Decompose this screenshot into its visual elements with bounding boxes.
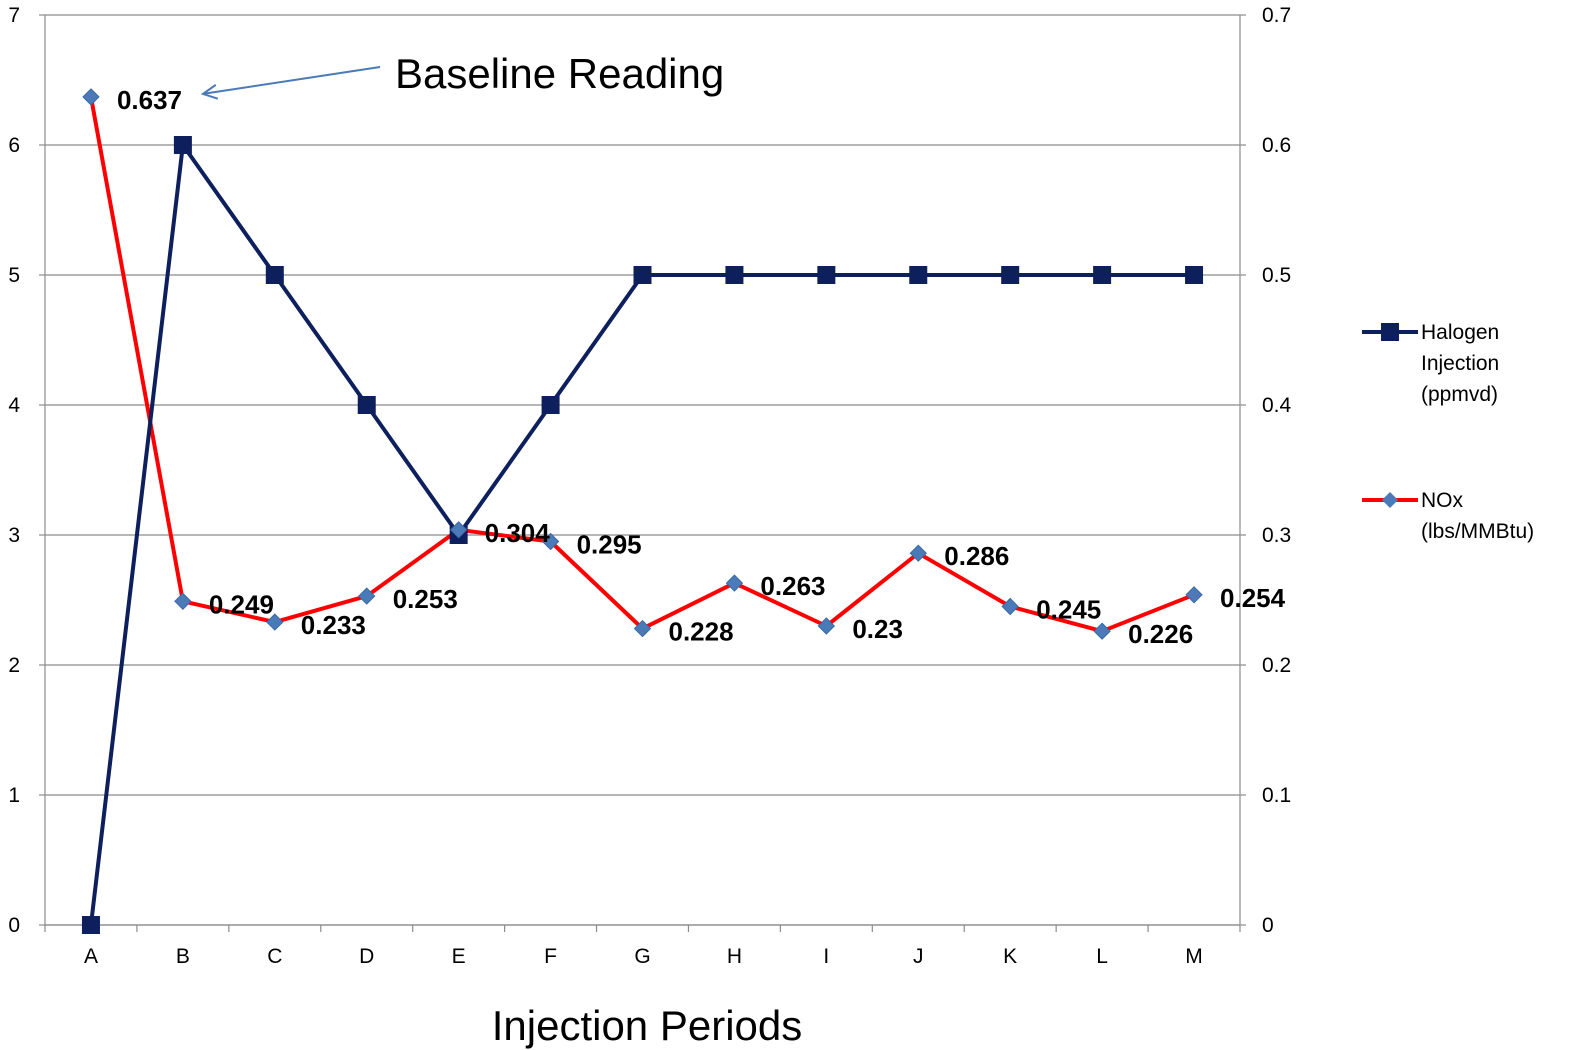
y-right-tick-label: 0	[1262, 914, 1274, 937]
halogen-point	[357, 396, 376, 414]
nox-point	[82, 88, 100, 106]
y-right-tick-label: 0.5	[1262, 264, 1291, 287]
nox-data-label: 0.304	[485, 518, 551, 548]
nox-point	[909, 544, 927, 562]
nox-data-label: 0.254	[1220, 583, 1286, 613]
nox-point	[1001, 597, 1019, 616]
nox-point	[725, 574, 744, 592]
halogen-point	[265, 266, 284, 284]
halogen-point	[909, 266, 928, 284]
y-right-axis-ticks: 0 0.1 0.2 0.3 0.4 0.5 0.6 0.7	[1240, 4, 1292, 937]
y-left-tick-label: 5	[8, 264, 20, 287]
y-left-tick-label: 2	[8, 654, 20, 677]
nox-data-label: 0.249	[209, 589, 274, 619]
x-tick-label: K	[1003, 945, 1017, 968]
nox-point	[541, 532, 560, 551]
x-axis-title: Injection Periods	[492, 1002, 803, 1049]
halogen-point	[725, 266, 744, 284]
legend-label: Halogen	[1421, 321, 1499, 344]
halogen-point	[1001, 266, 1020, 284]
y-right-tick-label: 0.3	[1262, 524, 1291, 547]
nox-point	[1185, 586, 1203, 604]
series-layer	[81, 88, 1204, 934]
nox-data-label: 0.637	[117, 85, 182, 115]
x-tick-label: M	[1185, 945, 1203, 968]
legend-label: Injection	[1421, 352, 1499, 375]
nox-point	[174, 592, 192, 611]
x-tick-label: D	[359, 945, 374, 968]
nox-point	[358, 587, 376, 605]
x-axis-ticks: A B C D E F G H I J K L M	[44, 925, 1241, 968]
x-tick-label: J	[913, 945, 924, 968]
halogen-point	[1093, 266, 1112, 284]
x-tick-label: C	[267, 945, 282, 968]
series-line-nox	[88, 96, 1195, 634]
annotation-arrow-head	[200, 84, 219, 100]
nox-point	[1093, 622, 1111, 640]
halogen-point	[633, 266, 652, 284]
halogen-point	[81, 916, 100, 934]
x-tick-label: A	[84, 945, 98, 968]
y-left-tick-label: 7	[8, 4, 20, 27]
y-left-tick-label: 0	[8, 914, 20, 937]
x-tick-label: E	[452, 945, 466, 968]
nox-data-label: 0.226	[1128, 619, 1193, 649]
legend-marker-square	[1381, 323, 1399, 341]
x-tick-label: I	[823, 945, 829, 968]
annotation-arrow-line	[202, 66, 381, 95]
legend-label: (ppmvd)	[1421, 383, 1498, 406]
nox-data-label: 0.263	[760, 571, 825, 601]
nox-data-label: 0.245	[1036, 595, 1101, 625]
legend: Halogen Injection (ppmvd) NOx (lbs/MMBtu)	[1362, 321, 1534, 543]
annotation-text: Baseline Reading	[395, 50, 724, 97]
halogen-point	[817, 266, 836, 284]
gridlines	[45, 14, 1240, 926]
x-tick-label: L	[1096, 945, 1108, 968]
y-left-tick-label: 1	[8, 784, 20, 807]
nox-point	[266, 613, 284, 631]
annotation: Baseline Reading	[200, 50, 724, 100]
nox-data-label: 0.228	[669, 617, 734, 647]
halogen-point	[1185, 266, 1204, 284]
y-right-tick-label: 0.7	[1262, 4, 1291, 27]
legend-label: NOx	[1421, 489, 1464, 512]
nox-data-label: 0.253	[393, 584, 458, 614]
y-left-axis-ticks: 0 1 2 3 4 5 6 7	[8, 4, 45, 937]
x-tick-label: H	[727, 945, 742, 968]
x-tick-label: F	[544, 945, 557, 968]
nox-point	[633, 619, 652, 638]
axes	[44, 15, 1241, 926]
data-labels: 0.637 0.249 0.233 0.253 0.304 0.295 0.228 0.263…	[117, 85, 1286, 649]
nox-data-label: 0.286	[944, 541, 1009, 571]
x-tick-label: G	[634, 945, 650, 968]
halogen-point	[173, 136, 192, 154]
halogen-point	[541, 396, 560, 414]
y-right-tick-label: 0.4	[1262, 394, 1292, 417]
y-right-tick-label: 0.6	[1262, 134, 1291, 157]
nox-data-label: 0.23	[852, 614, 903, 644]
y-left-tick-label: 4	[8, 394, 20, 417]
legend-marker-diamond	[1382, 492, 1398, 508]
y-right-tick-label: 0.1	[1262, 784, 1291, 807]
nox-data-label: 0.233	[301, 610, 366, 640]
nox-point	[817, 617, 836, 635]
y-left-tick-label: 6	[8, 134, 20, 157]
legend-label: (lbs/MMBtu)	[1421, 520, 1534, 543]
y-left-tick-label: 3	[8, 524, 20, 547]
x-tick-label: B	[176, 945, 190, 968]
nox-point	[449, 521, 468, 539]
y-right-tick-label: 0.2	[1262, 654, 1291, 677]
nox-data-label: 0.295	[577, 530, 642, 560]
